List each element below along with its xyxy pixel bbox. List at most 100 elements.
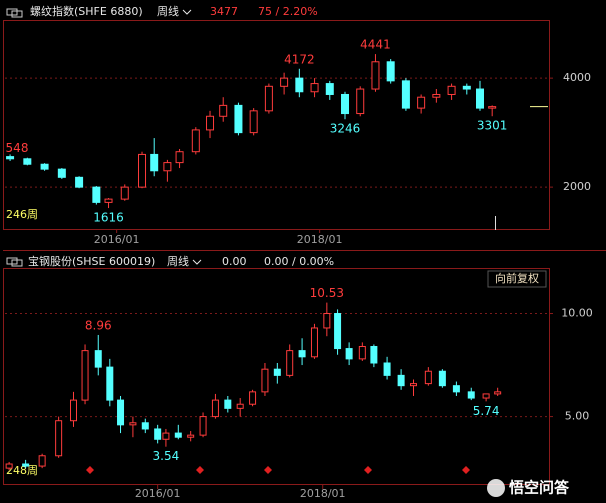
candle-body [150,153,159,172]
candle-body [129,422,137,426]
candle-body [424,370,432,385]
candle-body [467,391,475,399]
candle-body [401,80,410,109]
candle-body [358,346,366,360]
x-tick-label: 2018/01 [300,487,346,500]
candle-body [224,399,232,409]
candle-body [162,432,170,440]
period-chevron[interactable] [192,259,202,265]
candle-body [383,362,391,376]
y-tick-label: 10.00 [561,307,593,320]
extreme-label: 3246 [330,122,361,136]
y-tick-label: 4000 [563,71,591,84]
adjust-box[interactable] [487,270,547,288]
candle-body [154,428,162,440]
candle-body [23,158,32,165]
candle-body [175,151,184,164]
candle-body [6,156,15,160]
candle-body [211,399,219,418]
candle-body [447,85,456,95]
candle-body [57,168,66,178]
candle-body [286,350,294,376]
candle-body [104,198,113,203]
period-chevron[interactable] [182,9,192,15]
bar-count: 246周 [6,208,38,221]
watermark-text: 悟空问答 [509,479,570,497]
candle-body [370,346,378,364]
y-tick-label: 5.00 [565,410,590,423]
candle-body [249,391,257,405]
candle-body [462,85,471,90]
candle-body [325,83,334,95]
candle-body [249,110,258,134]
candle-body [452,385,460,393]
candle-body [371,61,380,90]
extreme-label: 548 [6,141,29,155]
candle-body [22,463,30,467]
x-tick-label: 2016/01 [94,233,140,246]
candle-body [5,463,13,469]
candle-body [38,455,46,467]
candle-body [141,422,149,430]
panel-title: 宝钢股份(SHSE 600019) [28,254,155,268]
candle-body [174,432,182,438]
extreme-label: 1616 [93,211,124,225]
panel-frame [3,268,550,485]
candle-body [397,374,405,387]
candle-body [488,106,497,109]
candle-body [92,186,101,203]
candle-body [409,383,417,387]
event-markers [86,466,470,474]
panel-icon[interactable] [6,8,23,267]
candle-body [75,176,84,188]
candle-body [261,368,269,393]
candle-body [438,370,446,387]
candle-body [323,313,331,329]
candle-body [386,61,395,82]
candle-body [482,393,490,399]
extreme-label: 5.74 [473,404,500,418]
panel-title: 螺纹指数(SHFE 6880) [30,4,143,18]
price: 0.00 [222,255,247,268]
bar-count: 248周 [6,464,38,477]
price: 3477 [210,5,238,18]
candle-body [138,153,147,188]
candle-body [310,83,319,93]
candle-body [106,366,114,401]
adjust-mode[interactable]: 向前复权 [495,271,539,285]
candle-body [273,368,281,376]
change: 75 / 2.20% [258,5,318,18]
extreme-label: 3301 [477,119,508,133]
candle-body [417,96,426,109]
candle-body [69,399,77,422]
candle-body [120,186,129,200]
candle-body [345,348,353,360]
candle-body [334,313,342,350]
period[interactable]: 周线 [157,4,179,18]
candle-body [295,77,304,93]
candle-body [280,77,289,87]
extreme-label: 10.53 [310,286,344,300]
candle-body [55,420,63,457]
candle-body [341,93,350,115]
extreme-label: 4441 [360,38,391,52]
x-tick-label: 2018/01 [297,233,343,246]
period[interactable]: 周线 [167,254,189,268]
candle-body [94,350,102,368]
watermark: 悟空问答 [487,479,570,497]
candle-body [356,88,365,115]
candle-body [310,327,318,358]
candle-body [494,391,502,395]
candle-body [264,85,273,112]
y-tick-label: 2000 [563,180,591,193]
candle-body [191,129,200,153]
x-tick-label: 2016/01 [135,487,181,500]
candle-body [234,104,243,134]
panel-frame [3,20,550,230]
candle-body [117,399,125,426]
candle-body [298,350,306,358]
extreme-label: 8.96 [85,318,112,332]
change: 0.00 / 0.00% [264,255,334,268]
